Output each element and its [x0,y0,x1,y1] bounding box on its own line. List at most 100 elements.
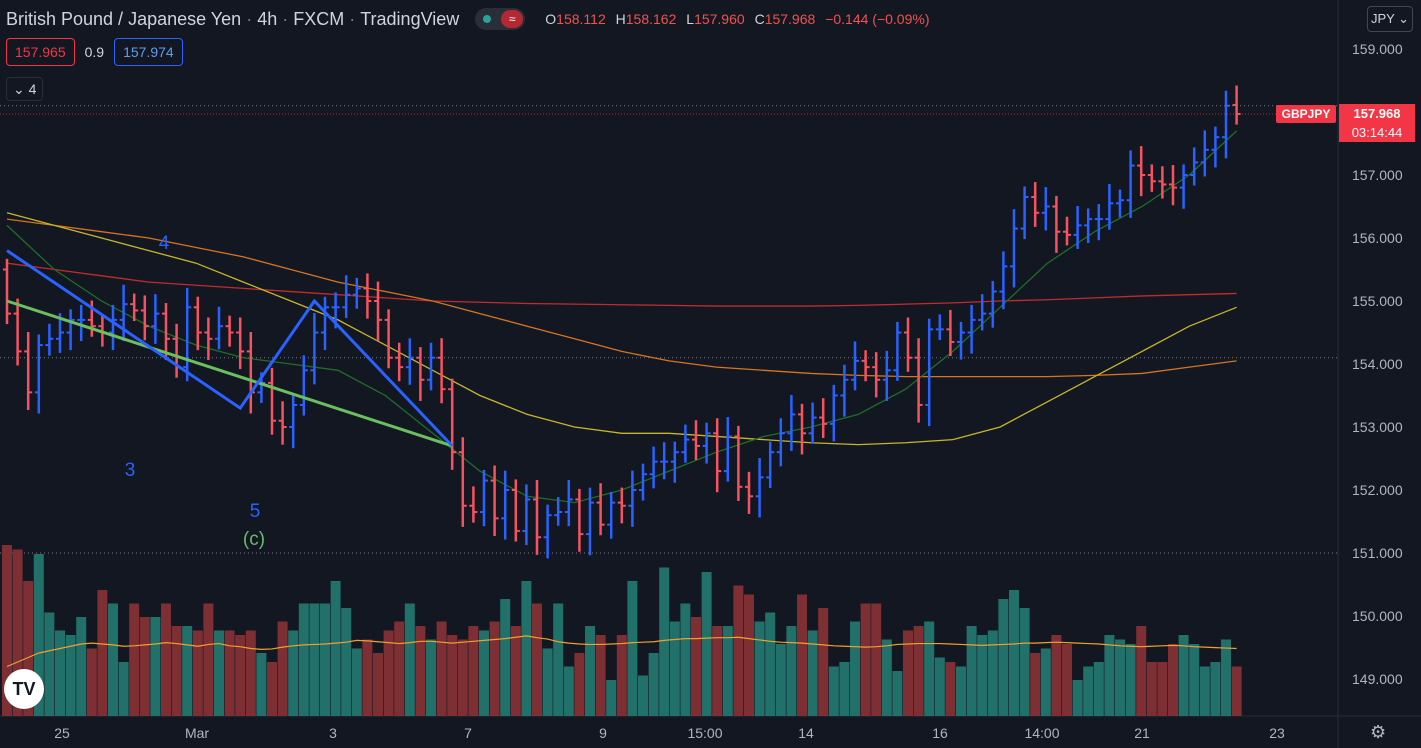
ohlc-bar [109,304,117,351]
time-tick-label: 3 [329,725,337,741]
ohlc-bar [787,394,796,451]
volume-bar [659,567,670,716]
volume-bar [606,680,617,716]
volume-bar [542,648,553,716]
volume-bar [574,653,585,716]
ohlc-bar [130,293,139,322]
volume-bar [945,662,956,716]
ohlc-bar [1158,166,1167,199]
volume-bar [1221,639,1231,716]
ohlc-bar [437,338,446,404]
ohlc-bar [119,284,128,342]
ohlc-bar [66,309,75,351]
price-tick-label: 149.000 [1352,671,1403,687]
ohlc-bar [395,342,404,382]
volume-bar [320,603,330,716]
ohlc-bar [872,352,881,398]
volume-bar [722,626,733,716]
ohlc-bar [522,484,531,546]
ohlc-bar [1105,183,1114,230]
separator-dot: · [349,8,356,29]
volume-bar [934,657,945,716]
volume-bar [1051,635,1062,716]
ohlc-bar [861,350,870,382]
volume-bar [701,572,712,716]
ohlc-bar [3,258,11,325]
ohlc-bar [713,418,722,493]
moving-average-line [6,212,1237,446]
currency-selector[interactable]: JPY ⌄ [1367,6,1413,32]
volume-bar [1178,635,1189,716]
ohlc-bar [1020,186,1029,240]
volume-bar [214,630,224,716]
volume-bar [1189,644,1200,716]
ohlc-bar [1147,164,1156,192]
volume-bar [415,626,426,716]
interval-label[interactable]: 4h [257,8,278,29]
volume-bar [309,603,320,716]
volume-bar [871,603,882,716]
ohlc-bar [681,424,690,463]
volume-bar [744,594,754,716]
price-tick-label: 151.000 [1352,545,1403,561]
symbol-name[interactable]: British Pound / Japanese Yen [6,8,242,29]
volume-bar [129,603,140,716]
wave-label: 3 [125,460,136,481]
gear-icon[interactable]: ⚙ [1370,722,1387,742]
volume-bar [383,630,394,716]
volume-bar [638,675,648,716]
volume-bar [1093,662,1104,716]
volume-bar [1210,662,1221,716]
market-status-toggle[interactable]: ≈ [475,8,526,30]
volume-bar [86,648,97,716]
wave-label: (c) [243,529,265,550]
ohlc-bar [215,306,223,350]
ohlc-bar [299,355,308,416]
volume-bar [330,581,341,716]
volume-bar [860,603,871,716]
ohlc-bar [490,465,499,536]
volume-bar [669,621,680,716]
ohlc-bar [236,317,245,370]
wave-label: 5 [250,501,261,522]
time-tick-label: 7 [464,725,472,741]
ohlc-bar [405,338,414,385]
ohlc-bar [596,483,605,536]
sell-button[interactable]: 157.965 [6,38,75,66]
volume-bar [1231,666,1242,716]
volume-bar [489,621,500,716]
buy-button[interactable]: 157.974 [114,38,183,66]
volume-bar [648,653,659,716]
volume-bar [23,581,34,716]
brand-label: TradingView [360,8,460,29]
volume-bar [903,630,913,716]
ohlc-bar [448,378,457,470]
ohlc-bar [702,422,711,464]
wave-impulse-line [6,249,454,447]
volume-bar [1040,648,1051,716]
ohlc-bar [1222,90,1230,159]
volume-bar [595,635,606,716]
volume-bar [510,626,521,716]
volume-bar [457,639,468,716]
tradingview-logo-icon[interactable]: TV [4,669,44,709]
volume-bar [1115,639,1125,716]
indicators-collapse-button[interactable]: ⌄ 4 [6,77,44,101]
volume-bar [65,635,76,716]
ohlc-bar [1052,195,1061,253]
volume-bar [733,585,744,716]
separator-dot: · [246,8,253,29]
volume-bar [956,666,966,716]
price-tick-label: 154.000 [1352,356,1403,372]
volume-bar [998,599,1009,716]
ohlc-bar [904,317,912,372]
ohlc-bar [925,318,934,427]
wave-corrective-line [6,299,453,448]
volume-bar [553,603,564,716]
moving-average-line [6,130,1238,504]
ohlc-bar [342,275,351,318]
volume-bar [913,626,924,716]
ohlc-bar [246,331,255,414]
last-price-value: 157.968 [1353,106,1401,121]
